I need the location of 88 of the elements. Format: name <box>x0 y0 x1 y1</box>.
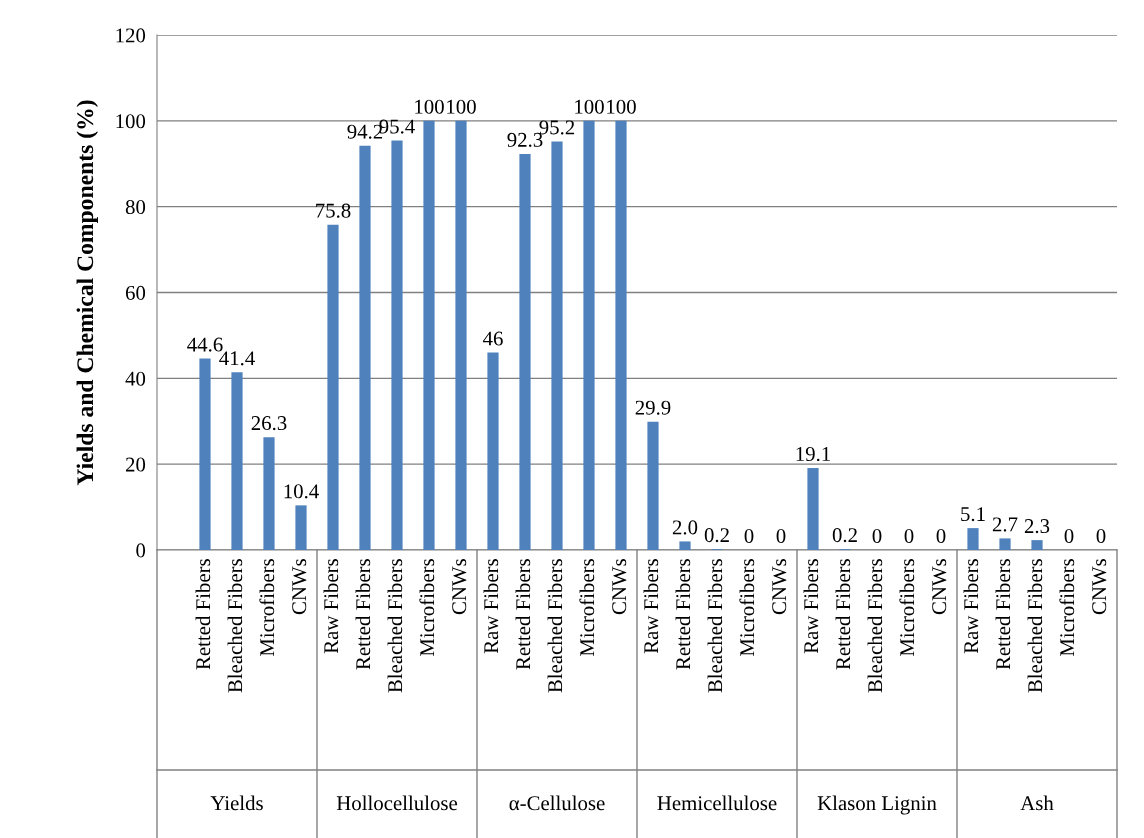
data-label: 29.9 <box>635 400 671 415</box>
x-tick-label: Microfibers <box>579 559 595 657</box>
x-tick-label: Retted Fibers <box>675 559 691 670</box>
x-tick-label: CNWs <box>1092 559 1107 615</box>
x-tick-label: CNWs <box>612 559 627 615</box>
x-tick-label: Retted Fibers <box>835 559 851 670</box>
bar <box>231 372 243 550</box>
data-label: 100 <box>575 99 604 114</box>
y-tick-label: 0 <box>136 543 146 558</box>
data-label: 0 <box>904 528 914 543</box>
text: Ash <box>1020 795 1054 811</box>
x-tick-label: Raw Fibers <box>803 559 819 654</box>
data-label: 75.8 <box>316 203 351 218</box>
bar <box>647 421 659 550</box>
x-tick-label: Raw Fibers <box>323 559 339 654</box>
bar <box>1031 540 1043 550</box>
x-tick-label: CNWs <box>772 559 787 615</box>
x-tick-label: Retted Fibers <box>515 559 531 670</box>
text: α-Cellulose <box>509 795 605 811</box>
text: Hemicellulose <box>657 795 777 811</box>
text: Yields <box>210 795 263 811</box>
x-tick-label: Bleached Fibers <box>1027 559 1043 693</box>
data-label: 0 <box>936 528 946 543</box>
data-label: 5.1 <box>961 507 985 522</box>
bar <box>391 140 403 550</box>
bar <box>263 437 275 550</box>
x-tick-label: Bleached Fibers <box>867 559 883 693</box>
x-tick-label: Bleached Fibers <box>547 559 563 693</box>
bar <box>583 120 595 550</box>
text: Klason Lignin <box>817 795 937 815</box>
bar <box>999 538 1011 550</box>
data-label: 46 <box>482 331 503 346</box>
data-label: 0.2 <box>832 528 857 543</box>
x-tick-label: Retted Fibers <box>995 559 1011 670</box>
data-label: 100 <box>415 99 444 114</box>
bar <box>199 358 211 550</box>
bar <box>455 120 467 550</box>
bar <box>487 352 499 550</box>
y-tick-label: 20 <box>125 457 146 472</box>
bar <box>423 120 435 550</box>
data-label: 100 <box>607 99 636 114</box>
bar <box>551 141 563 550</box>
data-label: 0 <box>872 528 882 543</box>
x-tick-label: Microfibers <box>419 559 435 657</box>
bar <box>679 541 691 550</box>
x-tick-label: Raw Fibers <box>483 559 499 654</box>
data-label: 0 <box>776 528 786 543</box>
y-tick-label: 120 <box>116 28 146 43</box>
x-tick-label: Microfibers <box>1059 559 1075 657</box>
data-label: 0.2 <box>704 528 729 543</box>
data-label: 2.7 <box>992 517 1018 532</box>
y-tick-label: 80 <box>125 200 146 215</box>
bar <box>807 468 819 550</box>
data-label: 2.3 <box>1024 519 1050 534</box>
bar <box>359 145 371 550</box>
data-label: 19.1 <box>796 447 830 462</box>
data-label: 0 <box>1096 528 1106 543</box>
bar <box>295 505 307 550</box>
x-tick-label: Bleached Fibers <box>227 559 243 693</box>
data-label: 44.6 <box>187 337 223 352</box>
bar <box>327 224 339 550</box>
y-tick-label: 100 <box>116 114 146 129</box>
data-label: 10.4 <box>284 484 319 499</box>
bar <box>967 528 979 550</box>
x-tick-label: Raw Fibers <box>963 559 979 654</box>
x-tick-label: Bleached Fibers <box>387 559 403 693</box>
data-label: 0 <box>744 528 754 543</box>
data-label: 100 <box>447 99 476 114</box>
x-tick-label: CNWs <box>292 559 307 615</box>
y-tick-label: 60 <box>125 285 146 300</box>
x-tick-label: CNWs <box>932 559 947 615</box>
bar <box>615 120 627 550</box>
data-label: 26.3 <box>251 416 287 431</box>
data-label: 2.0 <box>672 520 698 535</box>
x-tick-label: Microfibers <box>259 559 275 657</box>
x-tick-label: Bleached Fibers <box>707 559 723 693</box>
x-tick-label: Raw Fibers <box>643 559 659 654</box>
bar <box>519 153 531 550</box>
data-label: 41.4 <box>219 351 255 366</box>
x-tick-label: CNWs <box>452 559 467 615</box>
y-tick-label: 40 <box>125 371 146 386</box>
y-axis-title: Yields and Chemical Components (%) <box>76 100 98 486</box>
x-tick-label: Retted Fibers <box>355 559 371 670</box>
x-tick-label: Microfibers <box>899 559 915 657</box>
x-tick-label: Microfibers <box>739 559 755 657</box>
data-label: 0 <box>1064 528 1074 543</box>
text: Hollocellulose <box>336 795 458 811</box>
x-tick-label: Retted Fibers <box>195 559 211 670</box>
